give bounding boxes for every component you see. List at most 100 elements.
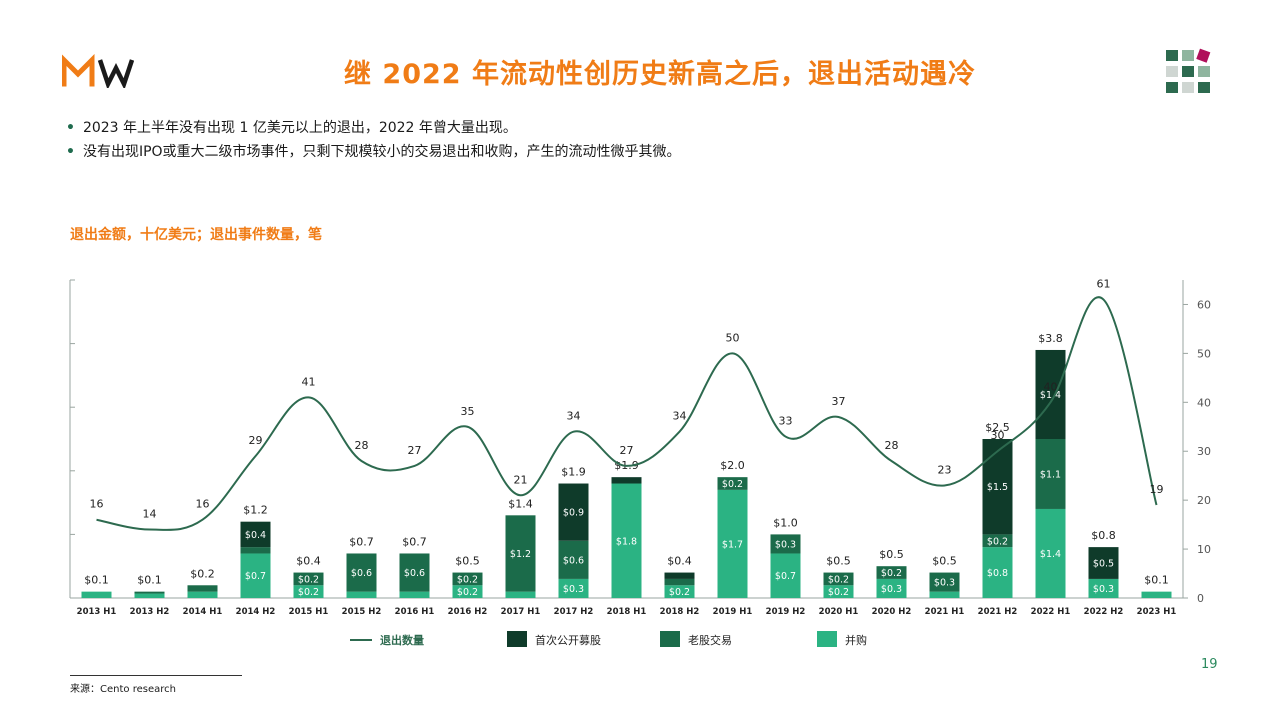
source-note: 来源：Cento research <box>70 684 176 695</box>
segment-label: $1.4 <box>1040 549 1061 560</box>
bar-segment-ma <box>1088 578 1119 598</box>
exit-count-label: 23 <box>938 463 952 476</box>
segment-label: $0.2 <box>987 536 1008 547</box>
legend-label: 首次公开募股 <box>535 633 601 647</box>
segment-label: $1.7 <box>722 539 743 550</box>
exit-count-label: 21 <box>514 473 528 486</box>
exit-count-label: 27 <box>620 444 634 457</box>
bullet-text: 2023 年上半年没有出现 1 亿美元以上的退出，2022 年曾大量出现。 <box>82 120 517 136</box>
bar-segment-secondary <box>1035 439 1066 509</box>
grid-mark-icon <box>1166 48 1211 93</box>
exit-count-label: 37 <box>832 395 846 408</box>
segment-label: $0.2 <box>881 568 902 579</box>
segment-label: $0.2 <box>457 574 478 585</box>
x-tick-label: 2014 H1 <box>183 607 223 617</box>
x-tick-label: 2023 H1 <box>1137 607 1177 617</box>
bar-segment-ipo <box>1035 349 1066 439</box>
chart-title: 退出金额，十亿美元；退出事件数量，笔 <box>70 227 322 243</box>
bullet-item: • 2023 年上半年没有出现 1 亿美元以上的退出，2022 年曾大量出现。 <box>66 116 681 140</box>
bar-segment-secondary <box>240 547 271 554</box>
bullet-item: • 没有出现IPO或重大二级市场事件，只剩下规模较小的交易退出和收购，产生的流动性… <box>66 140 681 164</box>
x-tick-label: 2015 H2 <box>342 607 382 617</box>
segment-label: $0.6 <box>351 568 372 579</box>
x-tick-label: 2016 H1 <box>395 607 435 617</box>
exit-count-label: 30 <box>991 429 1005 442</box>
bar-total-label: $0.4 <box>667 555 692 568</box>
bar-segment-secondary <box>134 591 165 594</box>
bar-segment-secondary <box>293 572 324 586</box>
x-tick-label: 2021 H2 <box>978 607 1018 617</box>
exit-count-label: 27 <box>408 444 422 457</box>
segment-label: $0.3 <box>934 578 955 589</box>
bar-total-label: $1.9 <box>561 466 586 479</box>
bar-total-label: $0.5 <box>932 555 957 568</box>
exit-count-label: 28 <box>355 439 369 452</box>
segment-label: $1.5 <box>987 482 1008 493</box>
bar-segment-ma <box>929 591 960 598</box>
x-tick-label: 2014 H2 <box>236 607 276 617</box>
segment-label: $0.2 <box>828 574 849 585</box>
segment-label: $0.7 <box>245 571 266 582</box>
bar-segment-secondary <box>505 515 536 592</box>
bar-segment-secondary <box>664 578 695 586</box>
bar-segment-ma <box>293 585 324 598</box>
x-tick-label: 2017 H1 <box>501 607 541 617</box>
bullet-dot-icon: • <box>66 120 75 136</box>
bar-segment-ma <box>399 591 430 598</box>
x-tick-label: 2016 H2 <box>448 607 488 617</box>
x-tick-label: 2019 H1 <box>713 607 753 617</box>
exit-count-label: 28 <box>885 439 899 452</box>
y-right-tick-label: 60 <box>1197 298 1211 311</box>
bar-segment-ma <box>1141 591 1172 598</box>
bar-total-label: $3.8 <box>1038 332 1063 345</box>
bar-total-label: $0.1 <box>1144 574 1169 587</box>
bar-segment-secondary <box>823 572 854 586</box>
exit-count-label: 35 <box>461 405 475 418</box>
exit-count-label: 29 <box>249 434 263 447</box>
segment-label: $0.5 <box>1093 559 1114 570</box>
exit-chart: 0 10 20 30 40 50 60 2013 H1 2013 H2 2014 H1 2014 H… <box>69 278 1211 647</box>
bar-total-label: $2.5 <box>985 421 1010 434</box>
bar-segment-ipo <box>611 477 642 484</box>
exit-count-line <box>96 296 1158 531</box>
exit-count-label: 16 <box>196 498 210 511</box>
bar-total-label: $0.1 <box>84 574 109 587</box>
x-tick-label: 2015 H1 <box>289 607 329 617</box>
bar-total-label: $2.0 <box>720 459 745 472</box>
exit-count-label: 50 <box>726 331 740 344</box>
segment-label: $0.6 <box>404 568 425 579</box>
bar-segment-secondary <box>717 477 748 490</box>
segment-label: $0.3 <box>775 539 796 550</box>
y-right-tick-label: 40 <box>1197 396 1211 409</box>
exit-count-label: 40 <box>1044 380 1058 393</box>
bar-segment-ipo <box>558 483 589 541</box>
bar-segment-ma <box>240 553 271 598</box>
bar-total-label: $0.2 <box>190 567 215 580</box>
bar-segment-ma <box>1035 508 1066 598</box>
x-tick-label: 2018 H1 <box>607 607 647 617</box>
bar-segment-ipo <box>240 521 271 548</box>
bar-total-label: $1.0 <box>773 516 798 529</box>
exit-count-label: 16 <box>90 498 104 511</box>
exit-count-label: 41 <box>302 375 316 388</box>
bar-total-label: $0.7 <box>349 535 374 548</box>
bullet-list: • 2023 年上半年没有出现 1 亿美元以上的退出，2022 年曾大量出现。 •… <box>66 116 681 164</box>
segment-label: $0.3 <box>881 584 902 595</box>
segment-label: $0.2 <box>298 574 319 585</box>
exit-count-label: 61 <box>1097 278 1111 291</box>
bar-segment-secondary <box>399 553 430 592</box>
exit-count-label: 34 <box>567 410 581 423</box>
bar-segment-ipo <box>664 572 695 579</box>
segment-label: $1.1 <box>1040 469 1061 480</box>
bar-segment-secondary <box>770 534 801 554</box>
legend-swatch-ma <box>817 631 837 647</box>
legend-label: 退出数量 <box>380 633 424 647</box>
segment-label: $0.8 <box>987 568 1008 579</box>
bar-segment-secondary <box>982 534 1013 548</box>
exit-count-label: 33 <box>779 415 793 428</box>
segment-label: $0.2 <box>298 587 319 598</box>
bar-segment-ma <box>505 591 536 598</box>
bar-total-label: $0.4 <box>296 555 321 568</box>
bar-total-label: $0.5 <box>826 555 851 568</box>
y-right-tick-label: 10 <box>1197 543 1211 556</box>
